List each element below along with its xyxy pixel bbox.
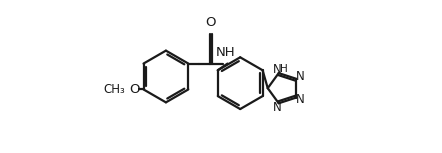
- Text: O: O: [205, 15, 215, 28]
- Text: CH₃: CH₃: [103, 83, 125, 96]
- Text: N: N: [273, 63, 282, 76]
- Text: H: H: [280, 64, 287, 74]
- Text: N: N: [295, 93, 304, 106]
- Text: O: O: [129, 83, 139, 96]
- Text: NH: NH: [216, 46, 235, 59]
- Text: N: N: [273, 101, 282, 114]
- Text: N: N: [295, 70, 304, 83]
